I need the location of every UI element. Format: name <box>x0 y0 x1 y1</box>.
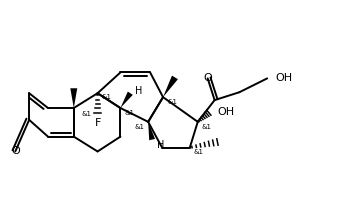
Polygon shape <box>163 76 178 97</box>
Polygon shape <box>70 88 77 108</box>
Text: &1: &1 <box>202 124 212 130</box>
Text: &1: &1 <box>124 110 134 116</box>
Text: O: O <box>203 73 212 83</box>
Text: OH: OH <box>275 73 292 83</box>
Text: H: H <box>135 86 143 96</box>
Text: OH: OH <box>218 107 235 117</box>
Text: O: O <box>11 146 20 157</box>
Text: &1: &1 <box>134 124 144 130</box>
Text: &1: &1 <box>82 111 92 117</box>
Polygon shape <box>120 92 133 108</box>
Text: H: H <box>157 140 164 150</box>
Text: &1: &1 <box>101 94 112 100</box>
Text: F: F <box>94 118 101 128</box>
Polygon shape <box>148 122 155 140</box>
Text: &1: &1 <box>167 99 177 105</box>
Text: &1: &1 <box>194 150 204 155</box>
